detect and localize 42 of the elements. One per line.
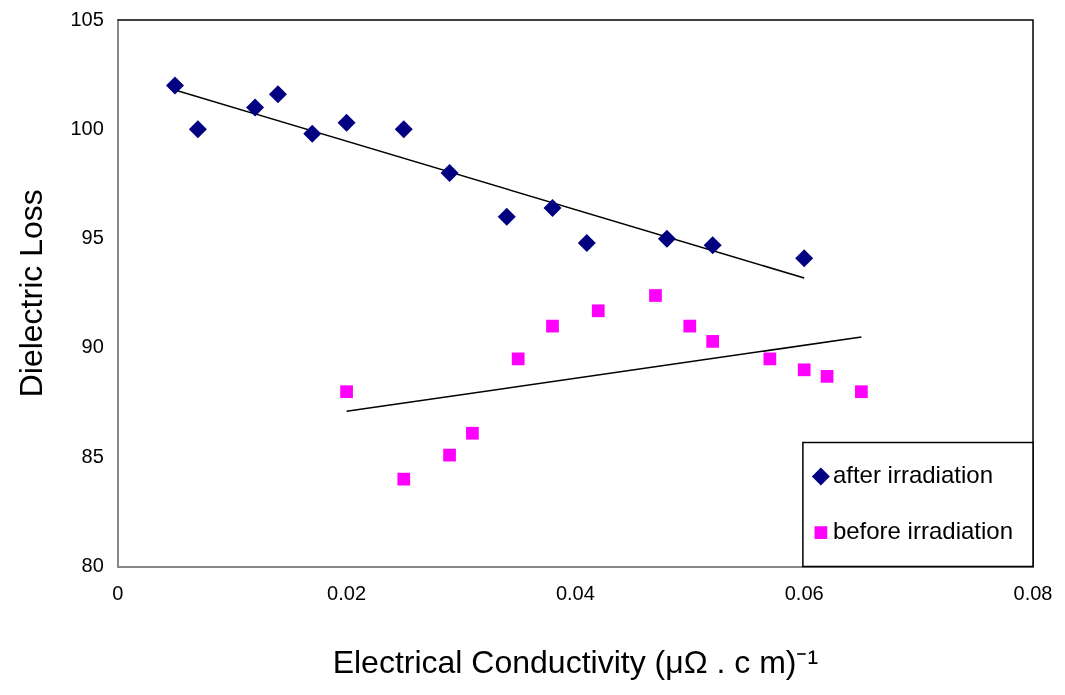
point xyxy=(543,199,562,218)
point xyxy=(497,207,516,226)
y-axis-title: Dielectric Loss xyxy=(13,189,50,398)
point xyxy=(268,85,287,104)
point xyxy=(855,385,868,399)
legend-label: before irradiation xyxy=(832,517,1013,545)
x-axis-title: Electrical Conductivity (μΩ . c m)⁻¹ xyxy=(332,643,819,680)
y-tick-label: 85 xyxy=(81,444,104,467)
point xyxy=(303,124,322,143)
y-tick-label: 95 xyxy=(81,226,104,249)
point xyxy=(683,319,697,333)
point xyxy=(546,319,559,333)
point xyxy=(246,98,265,117)
x-tick-label: 0 xyxy=(112,582,124,605)
x-tick-label: 0.04 xyxy=(555,582,595,605)
point xyxy=(795,249,814,268)
x-tick-label: 0.08 xyxy=(1013,582,1053,605)
legend-label: after irradiation xyxy=(832,461,993,489)
point xyxy=(443,448,456,462)
point xyxy=(703,236,722,255)
point xyxy=(657,229,676,248)
y-tick-label: 90 xyxy=(81,335,104,358)
point xyxy=(797,363,811,377)
point xyxy=(165,76,184,95)
x-tick-label: 0.06 xyxy=(784,582,824,605)
point xyxy=(466,426,479,440)
point xyxy=(188,120,207,139)
point xyxy=(706,335,720,348)
point xyxy=(577,234,596,253)
y-tick-label: 80 xyxy=(81,554,104,577)
x-tick-label: 0.02 xyxy=(327,582,367,605)
point xyxy=(511,352,525,366)
y-tick-label: 105 xyxy=(70,7,104,30)
point xyxy=(394,120,413,139)
point xyxy=(397,472,411,486)
point xyxy=(340,385,353,399)
point xyxy=(820,370,834,383)
point xyxy=(337,113,356,132)
point xyxy=(591,304,605,318)
y-tick-label: 100 xyxy=(70,116,104,139)
point xyxy=(649,289,662,302)
point xyxy=(440,164,459,183)
